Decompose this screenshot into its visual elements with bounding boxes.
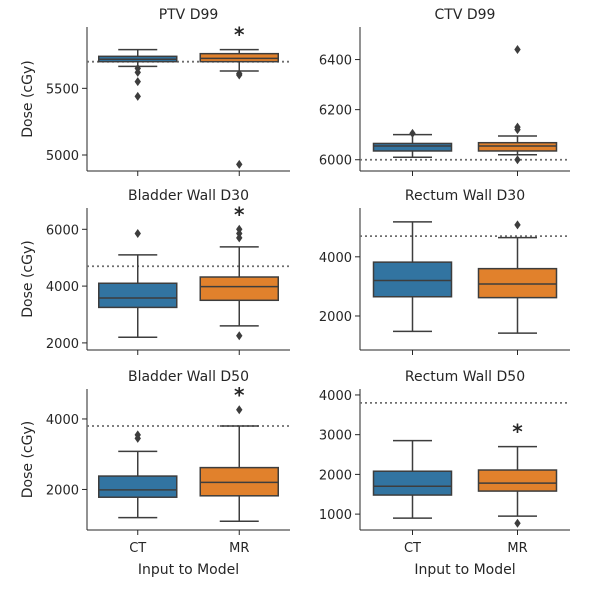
box-iqr [199,276,279,302]
panel-title: Rectum Wall D50 [405,369,525,385]
y-tick-label: 5500 [46,82,79,97]
panel-rectum-wall-d30: Rectum Wall D30 2000 4000 [319,188,570,355]
box-iqr [372,261,453,298]
outlier-point [134,77,141,87]
outlier-point [236,159,243,169]
y-axis-label: Dose (cGy) [20,421,36,498]
y-tick-label: 4000 [46,413,79,428]
outlier-point [134,229,141,239]
outlier-point [236,331,243,341]
y-tick-label: 4000 [319,251,352,266]
outlier-point [134,67,141,77]
y-axis-label: Dose (cGy) [20,60,36,137]
box-iqr [98,282,178,309]
panel-title: PTV D99 [159,7,219,23]
box-mr [477,45,558,165]
y-axis-label: Dose (cGy) [20,240,36,317]
outlier-point [236,405,243,415]
y-tick-label: 6400 [319,54,352,69]
y-tick-label: 4000 [46,280,79,295]
panel-bladder-wall-d50: Bladder Wall D50 2000 4000 CT MR Dose (cGy) In… [20,369,290,578]
outlier-point [514,155,521,165]
outlier-point [134,91,141,101]
outlier-point [236,70,243,80]
panel-ctv-d99: CTV D99 6000 6200 6400 [319,7,570,176]
outlier-point [236,233,243,243]
y-tick-label: 2000 [46,483,79,498]
box-ct [98,48,178,101]
box-iqr [477,141,558,152]
y-tick-label: 2000 [46,337,79,352]
outlier-point [514,518,521,528]
panel-title: Bladder Wall D30 [128,188,249,204]
y-tick-label: 2000 [319,468,352,483]
outlier-point [134,433,141,443]
y-tick-label: 4000 [319,389,352,404]
y-tick-label: 6200 [319,104,352,119]
box-ct [98,229,178,338]
panel-rectum-wall-d50: Rectum Wall D50 1000 2000 3000 4000 CT MR Input… [319,369,570,578]
outlier-point [409,128,416,138]
box-iqr [477,267,558,299]
x-axis-label: Input to Model [414,562,515,578]
y-tick-label: 2000 [319,310,352,325]
significance-marker: * [234,202,245,226]
significance-marker: * [512,420,523,444]
panel-title: CTV D99 [435,7,496,23]
box-ct [372,439,453,519]
y-tick-label: 3000 [319,429,352,444]
box-ct [372,128,453,158]
box-mr [477,220,558,334]
panel-title: Rectum Wall D30 [405,188,525,204]
panel-title: Bladder Wall D50 [128,369,249,385]
box-mr [199,405,279,522]
box-ct [372,221,453,333]
box-iqr [372,470,453,496]
outlier-point [514,45,521,55]
x-tick-label: MR [229,541,249,556]
box-iqr [372,142,453,152]
significance-marker: * [234,23,245,47]
y-tick-label: 6000 [319,154,352,169]
x-tick-label: CT [404,541,421,556]
x-tick-label: CT [129,541,146,556]
x-axis-label: Input to Model [138,562,239,578]
outlier-point [514,220,521,230]
significance-marker: * [234,383,245,407]
y-tick-label: 5000 [46,149,79,164]
y-tick-label: 6000 [46,223,79,238]
box-mr [477,445,558,528]
panels-group: PTV D99 5000 5500 Dose (cGy) * CTV D99 6000 620… [20,7,570,578]
box-mr [199,48,279,169]
y-tick-label: 1000 [319,508,352,523]
panel-ptv-d99: PTV D99 5000 5500 Dose (cGy) * [20,7,290,176]
panel-bladder-wall-d30: Bladder Wall D30 2000 4000 6000 Dose (cGy) * [20,188,290,355]
box-iqr [477,469,558,492]
outlier-point [514,125,521,135]
box-ct [98,430,178,519]
box-mr [199,224,279,341]
x-tick-label: MR [507,541,527,556]
box-iqr [98,475,178,498]
